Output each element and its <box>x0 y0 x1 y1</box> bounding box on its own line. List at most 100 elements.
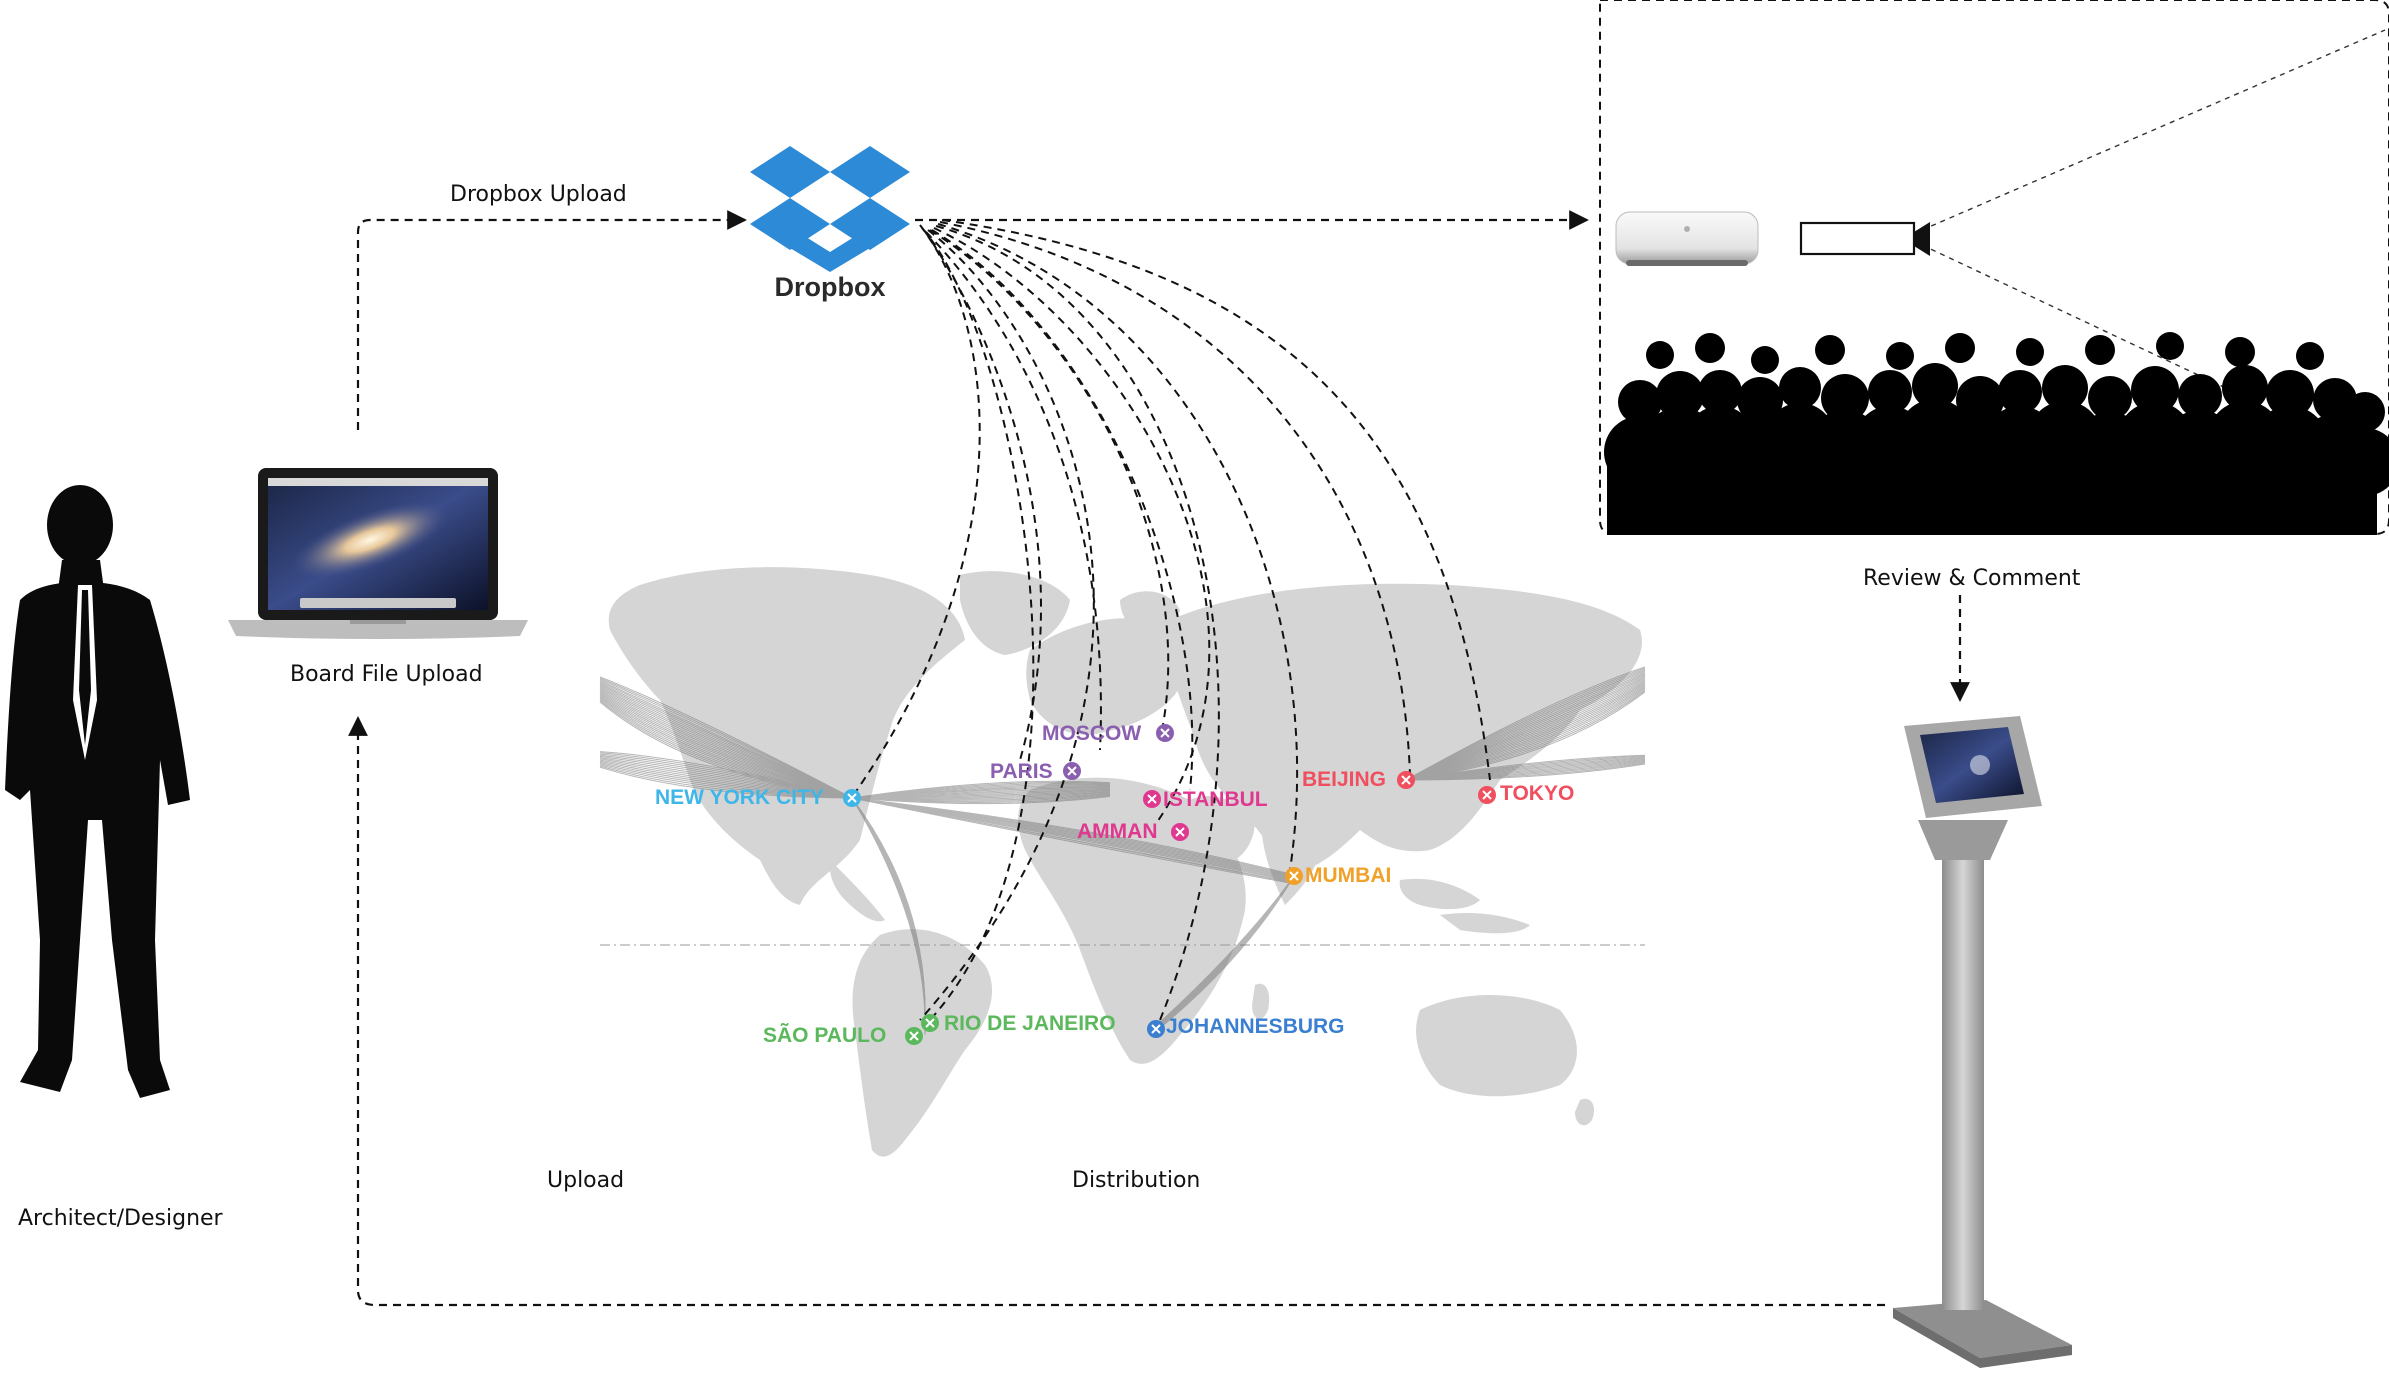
audience-head <box>1618 380 1662 424</box>
city-label-tokyo: TOKYO <box>1500 782 1575 805</box>
flight-path <box>1405 679 1646 781</box>
flight-path <box>599 689 853 799</box>
flight-path <box>599 683 853 799</box>
audience-head-back <box>1945 333 1975 363</box>
city-marker-x-istanbul <box>1147 794 1157 804</box>
flight-paths <box>599 666 1646 1035</box>
flight-path <box>599 757 853 799</box>
audience-head <box>2266 370 2314 418</box>
city-label-istanbul: ISTANBUL <box>1163 788 1268 811</box>
flight-path <box>1405 668 1646 781</box>
audience-head-back <box>2156 332 2184 360</box>
flight-path <box>1405 683 1646 781</box>
architect-label: Architect/Designer <box>18 1206 223 1231</box>
flight-path <box>1405 669 1646 781</box>
flight-path <box>599 766 853 799</box>
city-label-mumbai: MUMBAI <box>1305 864 1392 887</box>
review-comment-label: Review & Comment <box>1863 566 2081 591</box>
city-marker-x-sao-paulo <box>909 1031 919 1041</box>
city-markers <box>843 724 1496 1045</box>
city-marker-x-mumbai <box>1289 871 1299 881</box>
flight-path <box>1405 680 1646 781</box>
city-marker-x-tokyo <box>1482 790 1492 800</box>
flight-path <box>1405 681 1646 781</box>
flight-path <box>599 676 853 799</box>
audience-head-back <box>1695 333 1725 363</box>
city-marker-x-amman <box>1175 827 1185 837</box>
distribution-curves <box>849 219 1491 1021</box>
dropbox-logo <box>750 146 910 272</box>
distribution-label: Distribution <box>1072 1168 1201 1193</box>
flight-path <box>1405 667 1646 781</box>
audience-head-back <box>2296 342 2324 370</box>
flight-path <box>599 684 853 799</box>
flight-path <box>1405 687 1646 781</box>
audience-head-back <box>1751 346 1779 374</box>
flight-path <box>599 751 853 799</box>
flight-path <box>851 797 1296 883</box>
flight-path <box>599 765 853 799</box>
flight-path <box>1405 677 1646 781</box>
audience-head <box>1779 367 1821 409</box>
projector-beam <box>1921 29 2386 391</box>
flight-path <box>599 693 853 799</box>
city-marker-x-beijing <box>1401 775 1411 785</box>
audience-head <box>1956 376 2004 424</box>
audience-head <box>1698 370 1742 414</box>
flight-path <box>1405 672 1646 781</box>
audience-head-back <box>2085 335 2115 365</box>
mac-mini-icon <box>1615 211 1759 266</box>
audience-head <box>1737 377 1783 423</box>
flight-path <box>599 688 853 799</box>
flight-path <box>599 761 853 799</box>
flight-path <box>1405 678 1646 781</box>
city-label-amman: AMMAN <box>1077 820 1158 843</box>
flight-path <box>599 752 853 799</box>
flight-path <box>1405 690 1646 781</box>
city-marker-x-johannesburg <box>1151 1024 1161 1034</box>
audience-shoulders <box>2331 428 2389 496</box>
board-file-upload-label: Board File Upload <box>290 662 483 687</box>
flight-path <box>599 682 853 799</box>
audience-head-back <box>1815 335 1845 365</box>
upload-label: Upload <box>547 1168 625 1193</box>
flight-path <box>599 760 853 799</box>
flight-path <box>599 691 853 799</box>
flight-path <box>599 677 853 799</box>
audience-head <box>2345 392 2385 432</box>
flight-path <box>599 687 853 799</box>
flight-path <box>599 690 853 799</box>
city-marker-x-rio <box>925 1018 935 1028</box>
flight-path <box>1405 674 1646 781</box>
flight-path <box>851 797 1296 885</box>
flight-path <box>599 755 853 799</box>
city-label-beijing: BEIJING <box>1302 768 1387 791</box>
audience-head-back <box>2225 337 2255 367</box>
flight-path <box>599 681 853 799</box>
flight-path <box>1155 875 1295 1032</box>
audience-head <box>2042 365 2088 411</box>
city-label-new-york: NEW YORK CITY <box>655 786 824 809</box>
flight-path <box>851 795 1111 805</box>
laptop-icon <box>228 468 528 639</box>
audience-head <box>1656 371 1704 419</box>
city-label-moscow: MOSCOW <box>1042 722 1142 745</box>
dropbox-upload-label: Dropbox Upload <box>450 182 627 207</box>
dropbox-upload-arrow <box>356 210 747 430</box>
flight-path <box>1405 666 1646 781</box>
city-label-sao-paulo: SÃO PAULO <box>763 1024 887 1047</box>
city-label-paris: PARIS <box>990 760 1053 783</box>
city-marker-x-new-york <box>847 793 857 803</box>
flight-path <box>599 758 853 799</box>
flight-path <box>1405 689 1646 781</box>
dropbox-wordmark: Dropbox <box>775 272 886 302</box>
flight-path <box>1405 763 1646 781</box>
flight-path <box>599 685 853 799</box>
flow-connectors <box>348 210 1970 1307</box>
audience-head <box>1821 374 1869 422</box>
city-label-johannesburg: JOHANNESBURG <box>1166 1015 1345 1038</box>
audience-head-back <box>2016 338 2044 366</box>
ipad-kiosk-icon <box>1893 716 2072 1368</box>
flight-path <box>1405 686 1646 781</box>
